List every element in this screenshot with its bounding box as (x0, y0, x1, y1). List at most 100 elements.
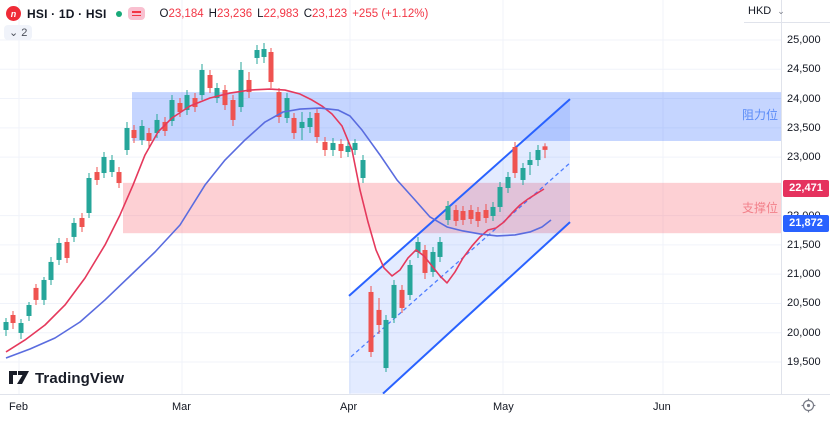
candle-body (407, 264, 413, 295)
support-zone (123, 182, 781, 234)
candle-body (527, 160, 533, 165)
month-label: Mar (172, 401, 191, 413)
candle-body (352, 142, 358, 151)
candle-body (26, 304, 32, 316)
candle-body (284, 98, 290, 118)
month-label: May (493, 401, 514, 413)
price-tick-label: 20,000 (787, 326, 821, 339)
candle-body (422, 250, 428, 273)
candle-body (71, 222, 77, 237)
month-label: Jun (653, 401, 671, 413)
gear-icon (801, 398, 816, 413)
candle-body (10, 314, 16, 324)
candle-body (41, 279, 47, 300)
price-tick-label: 21,000 (787, 268, 821, 281)
change-value: +255 (+1.12%) (352, 7, 429, 20)
chevron-down-icon: ⌄ (9, 27, 19, 39)
close-value: 23,123 (312, 7, 348, 20)
price-badge: 22,471 (783, 179, 829, 197)
high-label: H (208, 7, 217, 20)
candle-body (33, 287, 39, 300)
ma-slow-line (5, 107, 552, 359)
candle-body (490, 206, 496, 216)
candle-body (18, 323, 24, 333)
month-label: Feb (9, 401, 28, 413)
candle-body (146, 133, 152, 141)
candle-body (3, 322, 9, 330)
symbol-legend: n HSI · 1D · HSI O23,184 H23,236 L22,983… (6, 6, 428, 21)
price-tick-label: 24,000 (787, 92, 821, 105)
channel-lower-line (382, 221, 571, 394)
month-label: Apr (340, 401, 358, 413)
candle-body (207, 75, 213, 89)
symbol-logo-icon: n (6, 6, 21, 21)
candle-body (542, 146, 548, 150)
candle-body (192, 98, 198, 108)
candle-body (322, 141, 328, 151)
indicators-collapse-button[interactable]: ⌄ 2 (4, 25, 33, 40)
candle-body (254, 50, 260, 58)
candle-body (338, 143, 344, 152)
currency-label: HKD (748, 5, 772, 17)
symbol-title[interactable]: HSI · 1D · HSI (27, 6, 107, 21)
candle-body (177, 102, 183, 113)
candle-body (116, 172, 122, 184)
price-tick-label: 25,000 (787, 34, 821, 46)
open-label: O (159, 7, 169, 20)
candle-body (445, 205, 451, 220)
tradingview-wordmark: TradingView (35, 369, 125, 387)
resistance-zone (132, 92, 781, 141)
candle-body (276, 92, 282, 117)
candle-body (56, 242, 62, 260)
candle-body (383, 319, 389, 369)
chevron-down-icon: ⌄ (777, 5, 785, 16)
chart-plot-area[interactable] (0, 0, 781, 394)
currency-separator (744, 22, 830, 23)
candle-body (368, 291, 374, 352)
low-value: 22,983 (263, 7, 299, 20)
candle-body (307, 117, 313, 127)
candle-body (291, 117, 297, 134)
open-value: 23,184 (168, 7, 204, 20)
price-axis[interactable]: 25,00024,50024,00023,50023,00022,00021,5… (781, 0, 830, 394)
price-tick-label: 19,500 (787, 356, 821, 368)
candle-body (391, 284, 397, 318)
candle-body (399, 289, 405, 308)
timezone-settings-button[interactable] (801, 398, 816, 418)
channel-upper-line (348, 98, 571, 297)
tradingview-logo[interactable]: TradingView (8, 369, 124, 387)
candle-body (139, 126, 145, 140)
candle-body (505, 176, 511, 189)
candle-body (512, 147, 518, 174)
candle-body (483, 210, 489, 218)
candle-body (268, 52, 274, 82)
candle-body (162, 121, 168, 131)
candle-body (48, 261, 54, 280)
candle-body (261, 49, 267, 57)
price-tick-label: 20,500 (787, 297, 821, 310)
candle-body (64, 241, 70, 258)
candle-body (330, 142, 336, 151)
candle-body (360, 160, 366, 178)
currency-selector[interactable]: HKD ⌄ (748, 5, 785, 17)
candle-body (109, 160, 115, 173)
candle-body (453, 210, 459, 221)
candle-body (314, 113, 320, 138)
notes-chip-icon[interactable] (128, 7, 146, 20)
resistance-zone-label: 阻力位 (741, 108, 778, 122)
close-label: C (303, 7, 313, 20)
price-badge: 21,872 (783, 214, 829, 232)
candle-body (101, 156, 107, 174)
candle-body (299, 121, 305, 128)
candle-body (79, 217, 85, 227)
candle-body (475, 212, 481, 221)
candle-body (246, 79, 252, 93)
candle-body (376, 309, 382, 325)
time-axis[interactable]: Feb Mar Apr May Jun (0, 394, 830, 422)
candle-body (86, 177, 92, 214)
candle-body (214, 88, 220, 99)
price-tick-label: 23,000 (787, 151, 821, 164)
candle-body (497, 187, 503, 207)
market-status-dot-icon (116, 10, 123, 17)
